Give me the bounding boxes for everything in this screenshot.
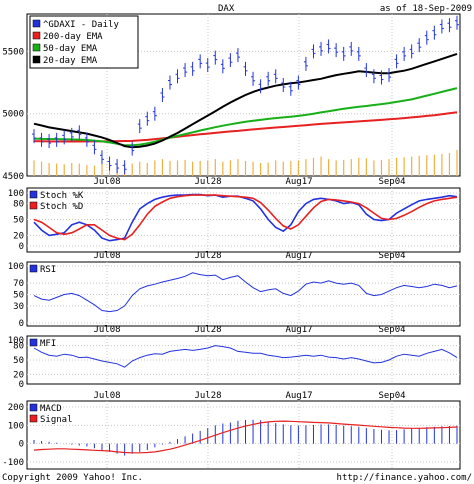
- x-tick-label: Sep04: [378, 177, 405, 187]
- x-tick-label: Jul08: [93, 325, 120, 335]
- y-tick-label: 50: [13, 291, 24, 301]
- legend-label: 50-day EMA: [43, 44, 98, 54]
- y-tick-label: 5000: [2, 110, 24, 120]
- y-tick-label: 80: [13, 342, 24, 352]
- legend-label: RSI: [40, 265, 56, 275]
- legend-swatch: [29, 414, 38, 423]
- panel-frame: [26, 400, 461, 470]
- x-tick-label: Jul28: [194, 251, 221, 261]
- signal-line: [33, 420, 458, 454]
- y-tick-label: 50: [13, 356, 24, 366]
- y-tick-label: -100: [2, 458, 24, 468]
- y-tick-label: 20: [13, 370, 24, 380]
- x-tick-label: Jul08: [93, 251, 120, 261]
- series-line-3: [33, 52, 458, 149]
- y-tick-label: 0: [19, 242, 24, 252]
- legend-label: Stoch %D: [40, 202, 83, 212]
- x-tick-label: Sep04: [378, 391, 405, 401]
- y-tick-label: 100: [8, 189, 24, 199]
- y-tick-label: 100: [8, 336, 24, 346]
- as-of-date: as of 18-Sep-2009: [380, 4, 472, 14]
- legend-label: MFI: [40, 339, 56, 349]
- y-tick-label: 5500: [2, 47, 24, 57]
- legend-label: MACD: [40, 404, 62, 414]
- legend-label: 20-day EMA: [43, 56, 98, 66]
- series-line-mfi-0: [33, 345, 458, 368]
- panel-price: 5500 5000 4500 ^GDAXI - Daily 200-day EMA 50-…: [2, 13, 461, 182]
- source-url: http://finance.yahoo.com/: [337, 473, 472, 483]
- x-tick-label: Jul08: [93, 391, 120, 401]
- series-line-stochastic-1: [33, 194, 458, 241]
- y-tick-label: 0: [19, 440, 24, 450]
- ticker-title: DAX: [218, 4, 235, 14]
- x-tick-label: Jul08: [93, 177, 120, 187]
- x-tick-label: Sep04: [378, 251, 405, 261]
- mfi-legend: MFI: [29, 338, 56, 349]
- copyright-text: Copyright 2009 Yahoo! Inc.: [2, 473, 143, 483]
- legend-swatch: [32, 43, 41, 52]
- legend-swatch: [29, 403, 38, 412]
- legend-label: ^GDAXI - Daily: [43, 20, 119, 30]
- legend-swatch: [32, 31, 41, 40]
- y-tick-label: 100: [8, 262, 24, 272]
- series-line-2: [33, 87, 458, 147]
- legend-swatch: [32, 19, 41, 28]
- y-tick-label: 200: [8, 403, 24, 413]
- legend-label: 200-day EMA: [43, 32, 103, 42]
- x-tick-label: Jul28: [194, 325, 221, 335]
- x-tick-label: Sep04: [378, 325, 405, 335]
- x-tick-label: Aug17: [285, 177, 312, 187]
- y-tick-label: 0: [19, 380, 24, 390]
- x-axis-labels: Jul08 Jul28 Aug17 Sep04 Jul08 Jul28 Aug17 Sep04…: [93, 177, 405, 401]
- y-tick-label: 80: [13, 200, 24, 210]
- legend-label: Signal: [40, 415, 73, 425]
- legend-swatch: [29, 338, 38, 347]
- legend-swatch: [32, 55, 41, 64]
- y-tick-label: 30: [13, 302, 24, 312]
- x-tick-label: Jul28: [194, 177, 221, 187]
- x-tick-label: Aug17: [285, 325, 312, 335]
- legend-swatch: [29, 264, 38, 273]
- legend-swatch: [29, 201, 38, 210]
- y-tick-label: 70: [13, 279, 24, 289]
- series-line-rsi-0: [33, 272, 458, 313]
- x-tick-label: Jul28: [194, 391, 221, 401]
- price-legend: ^GDAXI - Daily 200-day EMA 50-day EMA 20-da…: [29, 15, 139, 69]
- y-tick-label: 100: [8, 421, 24, 431]
- legend-label: Stoch %K: [40, 191, 84, 201]
- y-tick-label: 0: [19, 319, 24, 329]
- y-tick-label: 4500: [2, 172, 24, 182]
- x-tick-label: Aug17: [285, 391, 312, 401]
- rsi-legend: RSI: [29, 264, 56, 275]
- y-tick-label: 50: [13, 216, 24, 226]
- y-tick-label: 20: [13, 231, 24, 241]
- legend-swatch: [29, 190, 38, 199]
- x-tick-label: Aug17: [285, 251, 312, 261]
- legend-box: [29, 15, 139, 69]
